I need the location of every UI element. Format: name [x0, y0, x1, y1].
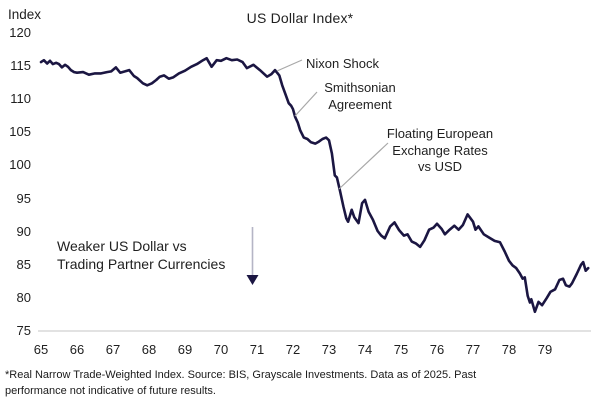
dollar-index-line [39, 56, 590, 314]
floating-rates-leader-line [338, 142, 389, 190]
x-tick-label: 77 [465, 342, 481, 357]
y-tick-label: 95 [16, 190, 31, 206]
y-axis-unit-label: Index [8, 7, 42, 22]
y-tick-label: 75 [16, 322, 31, 338]
y-tick-label: 105 [9, 124, 31, 140]
x-tick-label: 66 [69, 342, 85, 357]
annotation-nixon-shock: Nixon Shock [306, 56, 379, 71]
x-tick-label: 78 [501, 342, 517, 357]
x-tick-label: 79 [537, 342, 553, 357]
x-tick-label: 75 [393, 342, 409, 357]
y-tick-label: 120 [9, 25, 31, 40]
x-tick-label: 69 [177, 342, 193, 357]
x-tick-label: 65 [33, 342, 49, 357]
x-tick-label: 68 [141, 342, 157, 357]
source-footnote: *Real Narrow Trade-Weighted Index. Sourc… [5, 369, 477, 397]
annotation-floating-exchange-rates: Floating European Exchange Rates vs USD [386, 126, 494, 174]
down-arrow-icon [246, 227, 259, 285]
y-tick-label: 110 [10, 91, 31, 107]
x-tick-label: 76 [429, 342, 445, 357]
smithsonian-leader-line [294, 91, 318, 117]
x-tick-label: 74 [357, 342, 373, 357]
x-tick-label: 70 [213, 342, 229, 357]
x-tick-label: 72 [285, 342, 301, 357]
x-tick-label: 67 [105, 342, 121, 357]
x-tick-label: 73 [321, 342, 337, 357]
y-tick-label: 100 [9, 157, 31, 173]
chart-title: US Dollar Index* [246, 10, 354, 26]
x-tick-label: 71 [249, 342, 265, 357]
y-tick-label: 90 [16, 223, 31, 239]
y-tick-label: 85 [16, 256, 31, 272]
weaker-dollar-note: Weaker US Dollar vs Trading Partner Curr… [57, 238, 226, 272]
y-tick-label: 115 [10, 58, 31, 74]
y-tick-label: 80 [16, 289, 31, 305]
annotation-smithsonian-agreement: Smithsonian Agreement [324, 80, 396, 112]
nixon-shock-leader-line [276, 59, 303, 72]
